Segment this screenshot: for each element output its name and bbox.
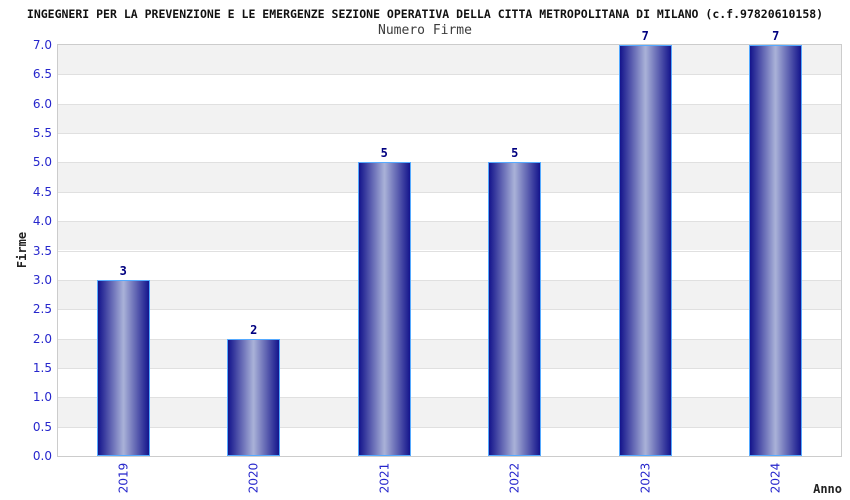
gridline <box>58 162 841 164</box>
x-tick-label-2021: 2021 <box>365 459 403 497</box>
gridline <box>58 367 841 369</box>
plot-band <box>58 133 841 163</box>
x-tick-label-text: 2024 <box>768 462 783 494</box>
y-axis-title-text: Firme <box>15 231 29 269</box>
plot-band <box>58 162 841 192</box>
bar-2024 <box>749 45 803 456</box>
plot-band <box>58 338 841 368</box>
x-tick-label-text: 2021 <box>377 462 392 494</box>
plot-area: 3 2 5 5 7 7 <box>57 29 842 457</box>
x-tick-label-2024: 2024 <box>757 459 795 497</box>
x-tick-label-text: 2019 <box>116 462 131 494</box>
bar-value-label: 7 <box>641 29 649 43</box>
y-tick-label: 7.0 <box>32 38 52 52</box>
x-tick-label-2019: 2019 <box>104 459 142 497</box>
plot-band <box>58 191 841 222</box>
y-tick-label: 4.5 <box>32 184 52 199</box>
gridline <box>58 103 841 105</box>
y-tick-label: 5.0 <box>32 155 52 170</box>
bar-2021 <box>357 162 411 456</box>
gridline <box>58 74 841 76</box>
gridline <box>58 279 841 281</box>
y-tick-label: 1.5 <box>32 360 52 375</box>
y-tick-label: 2.5 <box>32 302 52 317</box>
plot-band <box>58 309 841 339</box>
bar-value-label: 5 <box>380 146 388 161</box>
plot-band <box>58 74 841 104</box>
y-tick-label: 6.5 <box>32 67 52 82</box>
y-tick-label: 5.5 <box>32 126 52 141</box>
bar-value-label: 2 <box>250 322 258 337</box>
x-tick-label-text: 2022 <box>507 462 522 494</box>
plot-band <box>58 221 841 251</box>
gridline <box>58 133 841 135</box>
x-tick-label-text: 2020 <box>246 462 261 494</box>
x-tick-label-2023: 2023 <box>626 459 664 497</box>
bar-2022 <box>488 162 542 456</box>
x-tick-label-2022: 2022 <box>496 459 534 497</box>
chart-title: INGEGNERI PER LA PREVENZIONE E LE EMERGE… <box>26 7 824 21</box>
gridline <box>58 191 841 193</box>
gridline <box>58 397 841 399</box>
x-tick-label-2020: 2020 <box>235 459 273 497</box>
bar-2023 <box>618 45 672 456</box>
y-axis-title: Firme <box>12 226 32 274</box>
gridline <box>58 221 841 223</box>
plot-band <box>58 103 841 134</box>
plot-band <box>58 279 841 310</box>
plot-band <box>58 250 841 280</box>
bar-value-label: 5 <box>511 146 519 161</box>
plot-band <box>58 397 841 427</box>
x-tick-label-text: 2023 <box>638 462 653 494</box>
y-tick-label: 3.0 <box>32 272 52 287</box>
y-tick-label: 2.0 <box>32 331 52 346</box>
gridline <box>58 309 841 311</box>
bar-value-label: 7 <box>772 29 780 43</box>
bar-2019 <box>96 279 150 456</box>
plot-band <box>58 426 841 456</box>
plot-band <box>58 45 841 75</box>
y-tick-label: 0.0 <box>32 449 52 463</box>
gridline <box>58 426 841 428</box>
gridline <box>58 250 841 252</box>
x-axis-title: Anno <box>813 482 842 496</box>
y-tick-label: 1.0 <box>32 390 52 405</box>
bar-2020 <box>227 338 281 456</box>
bar-value-label: 3 <box>119 263 127 278</box>
plot-band <box>58 367 841 398</box>
y-tick-label: 0.5 <box>32 419 52 434</box>
chart-subtitle: Numero Firme <box>378 23 472 38</box>
y-tick-label: 6.0 <box>32 96 52 111</box>
gridline <box>58 338 841 340</box>
